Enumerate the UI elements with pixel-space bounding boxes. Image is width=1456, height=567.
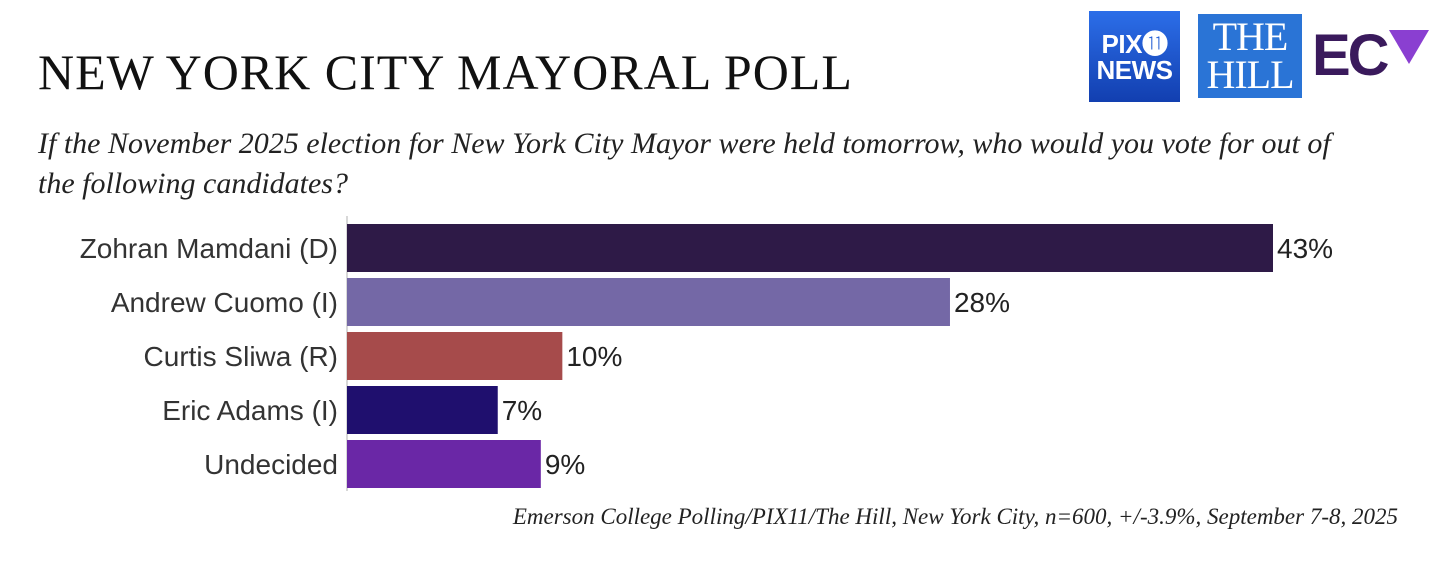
source-note: Emerson College Polling/PIX11/The Hill, … <box>512 504 1398 529</box>
pix11-logo-text: PIX⓫ <box>1101 28 1168 59</box>
hill-logo-line2: HILL <box>1206 52 1294 97</box>
value-label: 7% <box>502 395 542 426</box>
bar <box>347 332 563 380</box>
pix11-news-logo: PIX⓫ NEWS <box>1089 11 1180 102</box>
category-label: Andrew Cuomo (I) <box>111 287 338 318</box>
bar <box>347 278 950 326</box>
chart-title: NEW YORK CITY MAYORAL POLL <box>38 44 853 100</box>
bar <box>347 224 1273 272</box>
poll-question: If the November 2025 election for New Yo… <box>38 127 1331 200</box>
the-hill-logo: THE HILL <box>1198 14 1302 98</box>
news-logo-text: NEWS <box>1096 54 1174 85</box>
category-label: Zohran Mamdani (D) <box>80 233 338 264</box>
ecp-logo-text: EC <box>1312 22 1390 88</box>
category-label: Undecided <box>204 449 338 480</box>
bar <box>347 440 541 488</box>
value-label: 9% <box>545 449 585 480</box>
category-label: Curtis Sliwa (R) <box>144 341 338 372</box>
ecp-logo-mark-icon <box>1388 30 1429 64</box>
value-label: 10% <box>566 341 622 372</box>
value-label: 28% <box>954 287 1010 318</box>
ecp-logo: EC <box>1312 20 1437 90</box>
bar <box>347 386 498 434</box>
hill-logo-line1: THE <box>1212 14 1289 59</box>
category-label: Eric Adams (I) <box>162 395 338 426</box>
value-label: 43% <box>1277 233 1333 264</box>
